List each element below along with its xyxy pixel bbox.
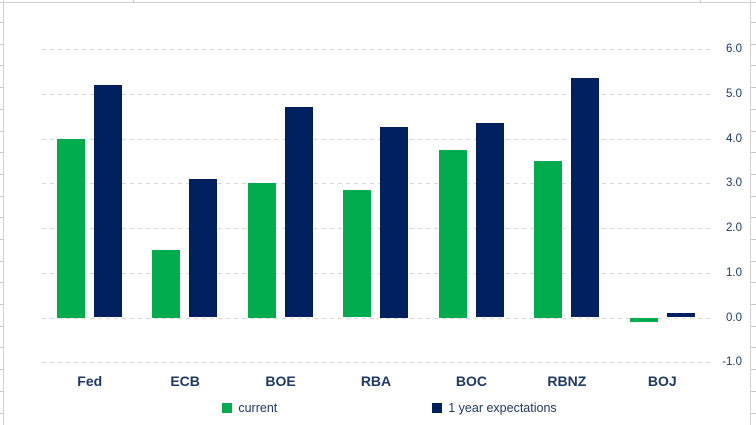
spreadsheet-cell-tick xyxy=(133,0,134,3)
gridline-1.0 xyxy=(42,272,710,274)
gridline--1.0 xyxy=(42,362,710,364)
spreadsheet-cell-tick xyxy=(751,304,756,305)
spreadsheet-cell-tick xyxy=(0,87,3,88)
bar-fed-current xyxy=(57,138,85,318)
spreadsheet-cell-tick xyxy=(0,261,3,262)
spreadsheet-cell-tick xyxy=(751,261,756,262)
bar-ecb-current xyxy=(152,250,181,318)
legend-item-current: current xyxy=(222,400,277,416)
y-tick-label-1.0: 1.0 xyxy=(726,266,742,279)
spreadsheet-right-border xyxy=(750,0,751,425)
spreadsheet-cell-tick xyxy=(0,413,3,414)
legend-swatch-expectations-icon xyxy=(432,403,443,413)
spreadsheet-cell-tick xyxy=(0,282,3,283)
x-label-boj: BOJ xyxy=(647,373,677,389)
spreadsheet-cell-tick xyxy=(751,282,756,283)
spreadsheet-cell-tick xyxy=(751,217,756,218)
gridline-3.0 xyxy=(42,183,710,185)
bar-rba-expectations xyxy=(380,127,409,318)
legend-item-expectations: 1 year expectations xyxy=(432,400,557,416)
spreadsheet-cell-tick xyxy=(0,304,3,305)
spreadsheet-cell-tick xyxy=(751,196,756,197)
x-label-rba: RBA xyxy=(360,373,392,389)
spreadsheet-cell-tick xyxy=(0,174,3,175)
x-label-fed: Fed xyxy=(77,373,103,389)
spreadsheet-cell-tick xyxy=(751,22,756,23)
legend-label-current: current xyxy=(238,401,278,415)
spreadsheet-cell-tick xyxy=(751,326,756,327)
y-tick-label--1.0: -1.0 xyxy=(722,356,742,369)
gridline-5.0 xyxy=(42,93,710,95)
bar-boj-expectations xyxy=(666,313,695,318)
spreadsheet-cell-tick xyxy=(751,413,756,414)
bar-rba-current xyxy=(343,189,372,318)
spreadsheet-cell-tick xyxy=(0,391,3,392)
spreadsheet-cell-tick xyxy=(0,65,3,66)
spreadsheet-cell-tick xyxy=(751,109,756,110)
spreadsheet-cell-tick xyxy=(751,44,756,45)
bar-boe-current xyxy=(247,183,276,318)
bar-boj-current xyxy=(629,317,658,322)
x-label-boe: BOE xyxy=(265,373,296,389)
spreadsheet-cell-tick xyxy=(751,174,756,175)
gridline-2.0 xyxy=(42,228,710,229)
legend-swatch-current-icon xyxy=(222,403,233,413)
spreadsheet-cell-tick xyxy=(0,131,3,132)
spreadsheet-cell-tick xyxy=(751,87,756,88)
spreadsheet-cell-tick xyxy=(0,326,3,327)
x-label-ecb: ECB xyxy=(170,373,200,389)
plot-area xyxy=(42,38,710,373)
x-label-boc: BOC xyxy=(455,373,487,389)
spreadsheet-cell-tick xyxy=(751,131,756,132)
y-tick-label-0.0: 0.0 xyxy=(726,311,742,324)
bar-boc-current xyxy=(438,149,467,318)
gridline-0.0 xyxy=(42,317,710,319)
spreadsheet-cell-tick xyxy=(0,239,3,240)
spreadsheet-cell-tick xyxy=(0,152,3,153)
y-tick-label-2.0: 2.0 xyxy=(726,222,742,234)
spreadsheet-cell-tick xyxy=(751,239,756,240)
legend-label-expectations: 1 year expectations xyxy=(448,401,557,415)
spreadsheet-left-border xyxy=(3,0,4,425)
spreadsheet-cell-tick xyxy=(0,369,3,370)
bar-boc-expectations xyxy=(475,122,504,318)
y-tick-label-3.0: 3.0 xyxy=(726,177,742,190)
y-tick-label-4.0: 4.0 xyxy=(726,132,742,145)
spreadsheet-cell-tick xyxy=(751,369,756,370)
y-tick-label-6.0: 6.0 xyxy=(726,43,742,55)
bar-boe-expectations xyxy=(284,107,313,318)
spreadsheet-cell-tick xyxy=(0,109,3,110)
spreadsheet-top-border xyxy=(0,2,756,3)
x-label-rbnz: RBNZ xyxy=(547,373,587,389)
bar-ecb-expectations xyxy=(189,178,218,318)
y-tick-label-5.0: 5.0 xyxy=(726,87,742,100)
spreadsheet-cell-tick xyxy=(700,0,701,3)
bar-fed-expectations xyxy=(94,84,122,318)
spreadsheet-cell-tick xyxy=(751,152,756,153)
spreadsheet-cell-tick xyxy=(751,347,756,348)
spreadsheet-cell-tick xyxy=(751,65,756,66)
spreadsheet-cell-tick xyxy=(0,196,3,197)
spreadsheet-cell-tick xyxy=(751,391,756,392)
bar-rbnz-expectations xyxy=(571,78,600,318)
spreadsheet-cell-tick xyxy=(0,347,3,348)
spreadsheet-cell-tick xyxy=(0,22,3,23)
spreadsheet-cell-tick xyxy=(0,217,3,218)
gridline-6.0 xyxy=(42,49,710,50)
bar-rbnz-current xyxy=(534,160,563,318)
spreadsheet-cell-tick xyxy=(0,44,3,45)
gridline-4.0 xyxy=(42,138,710,140)
legend: current 1 year expectations xyxy=(42,399,710,417)
